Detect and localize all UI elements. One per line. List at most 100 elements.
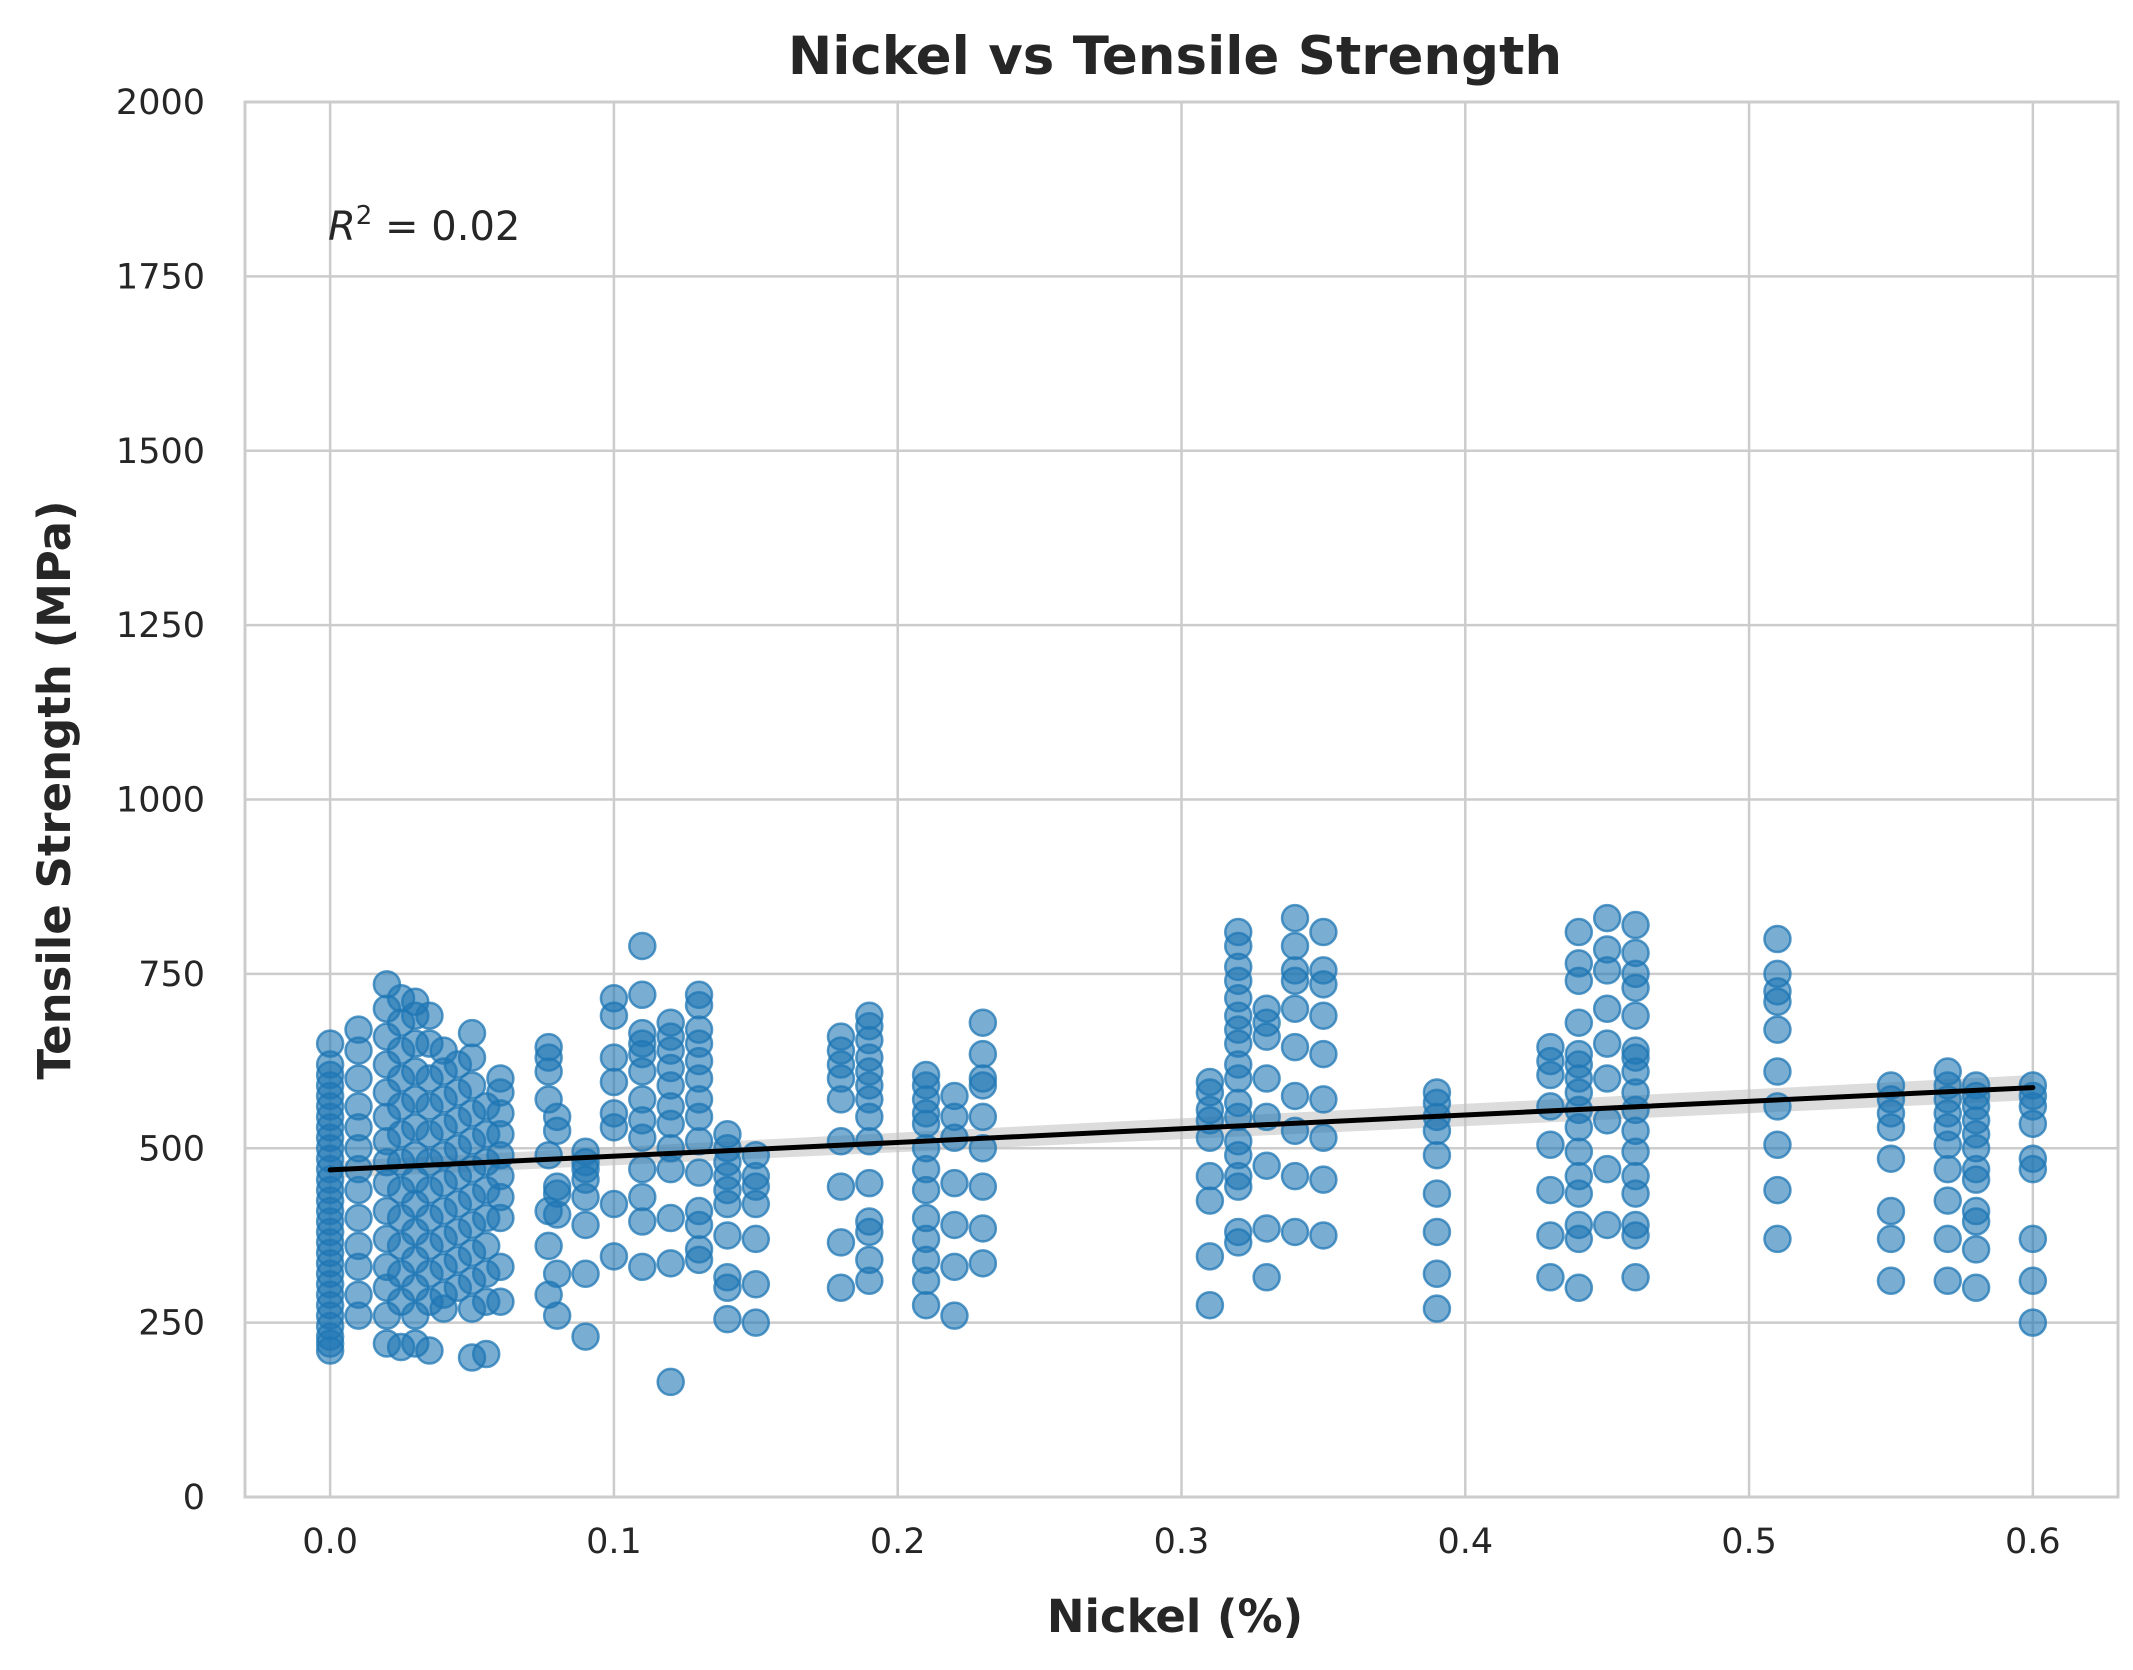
data-point (1224, 1172, 1253, 1201)
data-point (2018, 1154, 2048, 1184)
data-point (1422, 1259, 1452, 1289)
data-point (1763, 924, 1792, 954)
data-point (1422, 1294, 1452, 1323)
data-point (826, 1172, 856, 1201)
r-squared-value: = 0.02 (372, 204, 520, 250)
data-point (1252, 1064, 1281, 1093)
data-point (968, 1008, 998, 1037)
data-point (1933, 1130, 1962, 1160)
data-point (344, 1203, 373, 1233)
data-point (911, 1290, 941, 1320)
data-point (1252, 1151, 1281, 1180)
data-point (1536, 1060, 1565, 1090)
data-point (1592, 1106, 1622, 1135)
data-point (1309, 1001, 1338, 1030)
data-point (1536, 1130, 1565, 1160)
data-point (534, 1140, 563, 1170)
data-point (1763, 1224, 1792, 1254)
data-point (684, 1102, 714, 1132)
data-point (344, 1252, 373, 1282)
data-point (1564, 1113, 1594, 1142)
data-point (968, 1134, 998, 1163)
data-point (542, 1259, 572, 1289)
data-point (571, 1210, 600, 1240)
y-axis-label: Tensile Strength (MPa) (28, 500, 81, 1079)
y-tick-label: 250 (138, 1304, 205, 1344)
data-point (826, 1085, 856, 1114)
data-point (1536, 1175, 1565, 1205)
data-point (628, 980, 657, 1010)
data-point (599, 1001, 629, 1030)
data-point (1252, 1214, 1281, 1243)
data-point (429, 1294, 458, 1323)
data-point (684, 1158, 714, 1187)
y-tick-label: 2000 (116, 83, 205, 123)
data-point (656, 1249, 685, 1278)
data-point (713, 1189, 742, 1219)
data-point (1592, 956, 1622, 985)
data-point (1422, 1179, 1452, 1208)
data-point (656, 1154, 685, 1184)
r-squared-exponent: 2 (356, 201, 373, 231)
data-point (1592, 994, 1622, 1023)
data-point (968, 1102, 998, 1132)
data-point (1564, 966, 1594, 996)
data-point (1592, 1029, 1622, 1058)
data-point (486, 1252, 515, 1282)
data-point (1933, 1224, 1962, 1254)
data-point (628, 931, 657, 961)
data-point (1309, 1165, 1338, 1194)
data-point (486, 1287, 515, 1316)
data-point (1252, 1263, 1281, 1292)
data-point (1280, 931, 1310, 961)
data-point (1592, 1154, 1622, 1184)
data-point (855, 1102, 884, 1132)
data-point (826, 1127, 856, 1156)
data-point (344, 1064, 373, 1093)
data-point (2018, 1224, 2048, 1254)
data-point (599, 1189, 629, 1219)
data-point (1195, 1186, 1225, 1215)
data-point (1876, 1113, 1906, 1142)
data-point (1763, 987, 1792, 1017)
y-tick-label: 1500 (116, 432, 205, 472)
data-point (1763, 1015, 1792, 1044)
data-point (684, 991, 714, 1020)
data-point (1592, 1064, 1622, 1093)
data-point (1961, 1235, 1991, 1264)
data-point (1224, 1064, 1253, 1093)
data-point (1933, 1266, 1962, 1296)
y-tick-label: 1250 (116, 606, 205, 646)
data-point (968, 1249, 998, 1278)
data-points (315, 903, 2048, 1397)
regression-line (327, 1085, 2036, 1173)
data-point (1309, 970, 1338, 999)
data-point (1280, 1161, 1310, 1191)
data-point (628, 1123, 657, 1153)
data-point (1309, 1123, 1338, 1153)
y-tick-label: 0 (183, 1478, 205, 1518)
data-point (1195, 1242, 1225, 1271)
data-point (628, 1207, 657, 1236)
y-tick-label: 500 (138, 1129, 205, 1169)
data-point (1621, 1137, 1650, 1166)
data-point (628, 1154, 657, 1184)
data-point (315, 1336, 345, 1365)
data-point (1422, 1116, 1452, 1146)
data-point (1252, 1022, 1281, 1051)
data-point (1961, 1207, 1991, 1236)
data-point (656, 1109, 685, 1139)
data-point (628, 1057, 657, 1086)
data-point (1195, 1161, 1225, 1191)
r-squared-annotation: R2 = 0.02 (328, 201, 520, 250)
r-squared-symbol: R (328, 204, 356, 250)
data-point (1536, 1092, 1565, 1121)
data-point (1280, 994, 1310, 1023)
data-point (1195, 1290, 1225, 1320)
x-tick-label: 0.3 (1154, 1522, 1210, 1562)
data-point (940, 1301, 969, 1330)
data-point (344, 1301, 373, 1330)
x-tick-label: 0.5 (1721, 1522, 1777, 1562)
data-point (1933, 1186, 1962, 1215)
